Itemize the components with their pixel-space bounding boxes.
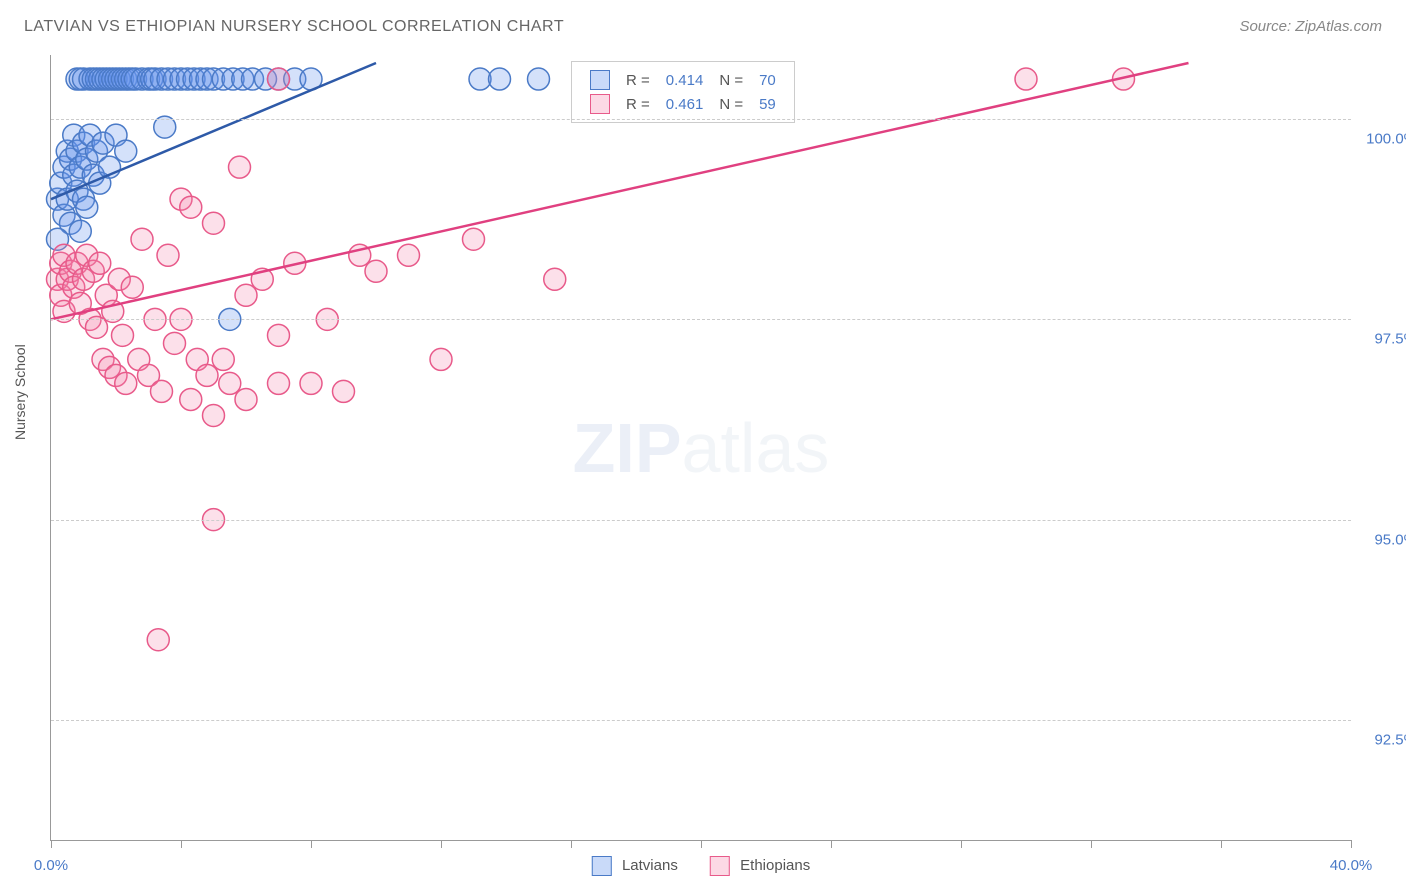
data-point — [235, 284, 257, 306]
data-point — [268, 372, 290, 394]
x-tick — [701, 840, 702, 848]
data-point — [1015, 68, 1037, 90]
x-tick — [831, 840, 832, 848]
gridline-h — [51, 119, 1351, 120]
x-tick — [51, 840, 52, 848]
x-tick — [441, 840, 442, 848]
data-point — [69, 220, 91, 242]
r-value: 0.414 — [658, 68, 712, 92]
chart-source: Source: ZipAtlas.com — [1239, 18, 1382, 35]
data-point — [528, 68, 550, 90]
legend-row: R = 0.461 N = 59 — [582, 92, 784, 116]
swatch-icon — [710, 856, 730, 876]
y-tick-label: 95.0% — [1374, 531, 1406, 548]
data-point — [430, 348, 452, 370]
data-point — [235, 388, 257, 410]
swatch-icon — [590, 94, 610, 114]
scatter-svg — [51, 55, 1351, 840]
data-point — [131, 228, 153, 250]
y-tick-label: 92.5% — [1374, 731, 1406, 748]
data-point — [180, 196, 202, 218]
data-point — [229, 156, 251, 178]
correlation-legend: R = 0.414 N = 70 R = 0.461 N = 59 — [571, 61, 795, 123]
swatch-icon — [590, 70, 610, 90]
data-point — [300, 372, 322, 394]
data-point — [115, 372, 137, 394]
gridline-h — [51, 319, 1351, 320]
data-point — [147, 629, 169, 651]
x-tick-label: 40.0% — [1330, 857, 1373, 874]
data-point — [203, 212, 225, 234]
x-tick — [571, 840, 572, 848]
data-point — [157, 244, 179, 266]
r-value: 0.461 — [658, 92, 712, 116]
n-value: 59 — [751, 92, 784, 116]
data-point — [76, 196, 98, 218]
data-point — [219, 372, 241, 394]
series-legend: Latvians Ethiopians — [578, 856, 824, 876]
legend-row: R = 0.414 N = 70 — [582, 68, 784, 92]
x-tick — [311, 840, 312, 848]
data-point — [115, 140, 137, 162]
data-point — [544, 268, 566, 290]
swatch-icon — [592, 856, 612, 876]
data-point — [268, 68, 290, 90]
data-point — [121, 276, 143, 298]
legend-label: Latvians — [622, 857, 678, 874]
x-tick — [181, 840, 182, 848]
legend-label: Ethiopians — [740, 857, 810, 874]
y-axis-label: Nursery School — [12, 344, 28, 440]
data-point — [469, 68, 491, 90]
x-tick — [1351, 840, 1352, 848]
n-label: N = — [711, 68, 751, 92]
data-point — [112, 324, 134, 346]
data-point — [164, 332, 186, 354]
y-tick-label: 100.0% — [1366, 131, 1406, 148]
data-point — [212, 348, 234, 370]
r-label: R = — [618, 92, 658, 116]
data-point — [398, 244, 420, 266]
r-label: R = — [618, 68, 658, 92]
chart-plot-area: ZIPatlas R = 0.414 N = 70 R = 0.461 N = … — [50, 55, 1351, 841]
x-tick-label: 0.0% — [34, 857, 68, 874]
data-point — [196, 364, 218, 386]
data-point — [203, 404, 225, 426]
data-point — [151, 380, 173, 402]
data-point — [180, 388, 202, 410]
data-point — [89, 252, 111, 274]
gridline-h — [51, 720, 1351, 721]
gridline-h — [51, 520, 1351, 521]
data-point — [489, 68, 511, 90]
y-tick-label: 97.5% — [1374, 331, 1406, 348]
x-tick — [1091, 840, 1092, 848]
chart-title: LATVIAN VS ETHIOPIAN NURSERY SCHOOL CORR… — [24, 18, 564, 36]
data-point — [365, 260, 387, 282]
data-point — [268, 324, 290, 346]
data-point — [463, 228, 485, 250]
data-point — [333, 380, 355, 402]
x-tick — [1221, 840, 1222, 848]
x-tick — [961, 840, 962, 848]
n-label: N = — [711, 92, 751, 116]
n-value: 70 — [751, 68, 784, 92]
